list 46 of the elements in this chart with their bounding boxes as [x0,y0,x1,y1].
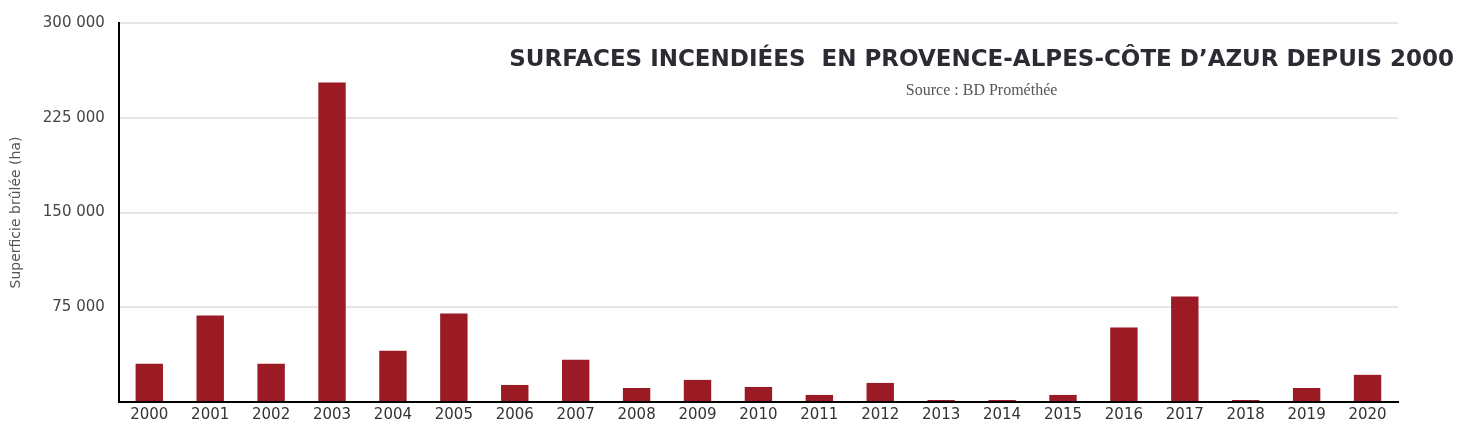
bar [440,313,468,401]
x-tick-label: 2003 [312,404,352,423]
x-tick-label: 2008 [617,404,656,423]
x-tick-label: 2018 [1226,404,1265,423]
bar [501,384,529,401]
y-tick-label: 300 000 [42,12,105,31]
bar [318,82,346,401]
y-tick-label: 150 000 [42,202,105,221]
bar [135,363,163,401]
x-tick-label: 2015 [1043,404,1083,423]
x-tick-label: 2014 [982,404,1022,423]
bar [379,350,407,401]
bar [1171,296,1199,401]
x-tick-label: 2007 [556,404,595,423]
y-axis-title: Superficie brûlée (ha) [7,136,24,289]
bar [744,386,773,401]
x-tick-label: 2013 [922,404,961,423]
y-tick-label: 75 000 [52,297,105,316]
bar [257,363,285,401]
bar [1353,374,1382,401]
x-tick-label: 2000 [130,404,169,423]
annotation: Source : BD Prométhée [905,81,1058,99]
x-tick-label: 2005 [434,404,473,423]
x-tick-label: 2004 [373,404,413,423]
x-tick-label: 2020 [1348,404,1387,423]
x-tick-label: 2012 [861,404,900,423]
x-tick-label: 2001 [191,404,230,423]
bar [1110,327,1138,401]
bar [196,315,224,401]
x-tick-label: 2011 [800,404,839,423]
x-tick-label: 2016 [1104,404,1143,423]
x-tick-label: 2010 [739,404,778,423]
text: SURFACES INCENDIÉES EN PROVENCE-ALPES-CÔTE D’AZUR DEPUIS 2000 [509,43,1454,71]
y-tick-label: 225 000 [42,107,105,126]
bar [1292,387,1321,401]
x-tick-label: 2002 [252,404,291,423]
x-tick-label: 2006 [495,404,534,423]
x-tick-label: 2009 [678,404,717,423]
bar [805,394,834,401]
x-tick-label: 2017 [1165,404,1204,423]
x-tick-label: 2019 [1287,404,1326,423]
bar [561,359,590,401]
bar [622,387,651,401]
bar [1049,394,1077,401]
bar [683,379,712,401]
bar [866,382,894,401]
